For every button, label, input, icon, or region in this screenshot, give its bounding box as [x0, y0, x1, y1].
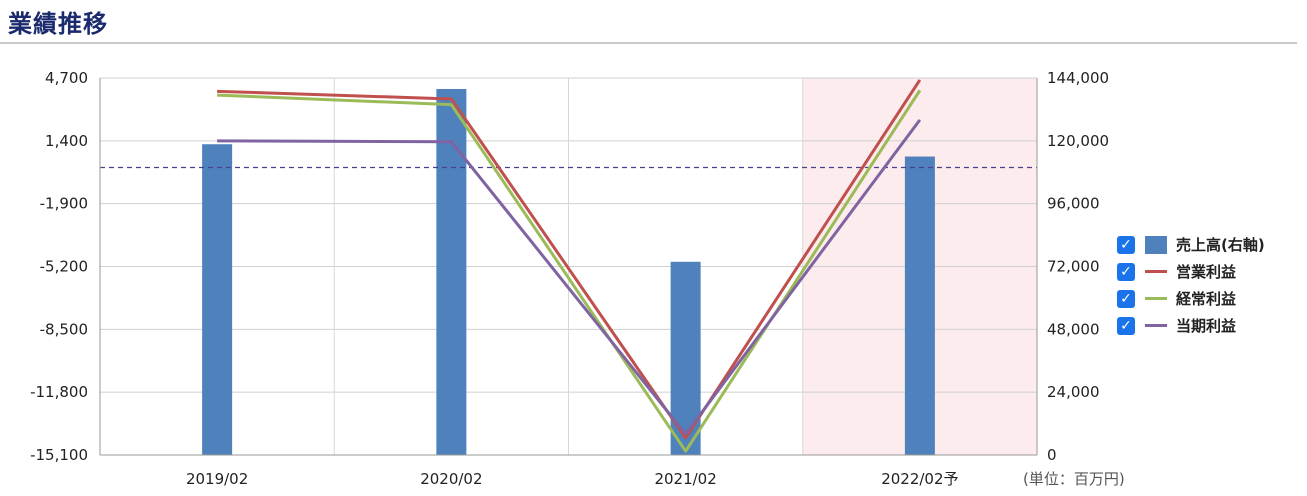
line-ordinary-profit[interactable] — [217, 89, 922, 453]
x-tick-label: 2022/02予 — [881, 470, 958, 488]
checkbox-icon[interactable]: ✓ — [1117, 316, 1135, 335]
x-tick-label: 2020/02 — [420, 470, 482, 488]
legend-net-profit[interactable]: ✓ 当期利益 — [1117, 312, 1265, 339]
left-tick-label: -15,100 — [30, 446, 88, 464]
line-operating-profit[interactable] — [217, 79, 922, 440]
legend-swatch — [1145, 235, 1167, 254]
legend-swatch — [1145, 270, 1167, 273]
bar-sales-3[interactable] — [904, 156, 935, 455]
left-tick-label: -8,500 — [40, 320, 88, 338]
left-tick-label: 1,400 — [45, 132, 88, 150]
legend-label: 経常利益 — [1176, 290, 1237, 308]
line-net-profit[interactable] — [217, 118, 922, 436]
title-divider — [0, 42, 1297, 44]
bar-sales-1[interactable] — [436, 88, 467, 455]
checkbox-icon[interactable]: ✓ — [1117, 289, 1135, 308]
legend-swatch — [1145, 324, 1167, 327]
legend-ordinary-profit[interactable]: ✓ 経常利益 — [1117, 285, 1265, 312]
left-tick-label: 4,700 — [45, 69, 88, 87]
legend-label: 営業利益 — [1176, 263, 1237, 281]
right-tick-label: 0 — [1047, 446, 1057, 464]
right-tick-label: 120,000 — [1047, 132, 1109, 150]
x-tick-label: 2019/02 — [186, 470, 248, 488]
right-tick-label: 24,000 — [1047, 383, 1100, 401]
page-title: 業績推移 — [8, 10, 108, 38]
legend-operating-profit[interactable]: ✓ 営業利益 — [1117, 258, 1265, 285]
legend-label: 売上高(右軸) — [1176, 236, 1265, 254]
legend-swatch — [1145, 297, 1167, 300]
legend-label: 当期利益 — [1176, 317, 1237, 335]
x-tick-label: 2021/02 — [654, 470, 716, 488]
left-tick-label: -1,900 — [40, 195, 88, 213]
unit-label: (単位：百万円) — [1023, 470, 1125, 488]
checkbox-icon[interactable]: ✓ — [1117, 262, 1135, 281]
bar-sales-2[interactable] — [670, 261, 701, 455]
left-tick-label: -5,200 — [40, 258, 88, 276]
right-tick-label: 96,000 — [1047, 195, 1100, 213]
chart-legend: ✓ 売上高(右軸) ✓ 営業利益 ✓ 経常利益 ✓ 当期利益 — [1117, 231, 1265, 339]
left-tick-label: -11,800 — [30, 383, 88, 401]
right-tick-label: 48,000 — [1047, 320, 1100, 338]
checkbox-icon[interactable]: ✓ — [1117, 235, 1135, 254]
bar-sales-0[interactable] — [202, 144, 233, 455]
legend-sales[interactable]: ✓ 売上高(右軸) — [1117, 231, 1265, 258]
right-tick-label: 72,000 — [1047, 258, 1100, 276]
right-tick-label: 144,000 — [1047, 69, 1109, 87]
